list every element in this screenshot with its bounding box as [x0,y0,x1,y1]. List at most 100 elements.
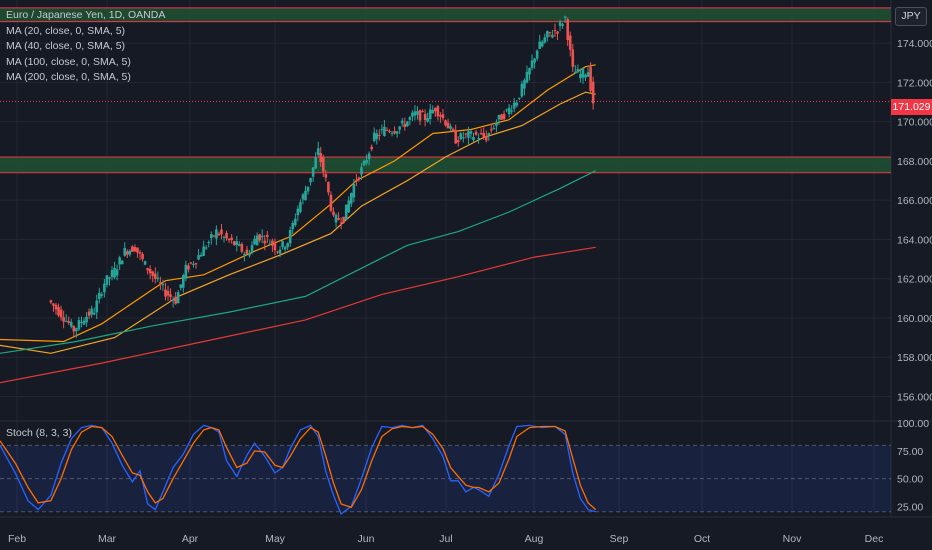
candle-body [128,250,132,255]
candle-body [479,133,483,135]
candle [574,65,577,74]
candle-body [497,114,501,120]
candle-body [393,131,396,134]
candle [393,126,396,135]
candle-body [215,229,218,239]
candle [57,303,60,318]
candle-body [57,306,60,316]
candle [253,235,256,246]
x-tick-label-10: Dec [865,533,884,545]
candle [220,223,223,240]
candle [512,97,516,113]
candle-body [413,111,417,116]
x-tick-label-3: May [265,533,286,545]
candle-body [253,238,256,245]
candle-body [288,229,292,244]
candle [324,170,328,182]
candle [490,123,493,134]
candle [497,114,501,126]
candle-body [92,312,96,315]
candle-body [383,126,386,136]
candle-body [260,235,264,238]
candle [62,310,65,329]
currency-button[interactable]: JPY [895,7,927,26]
candle-body [390,132,394,134]
y-tick-label-2: 160.000 [897,313,932,325]
candle [390,130,394,137]
candle [431,105,435,114]
candle-body [510,110,513,112]
y-tick-label-1: 158.000 [897,352,932,364]
candle-body [385,129,389,131]
candle [306,186,310,195]
candle [49,299,53,305]
candle [533,57,536,69]
candle [507,104,511,118]
candle [263,234,267,251]
candle-body [492,128,496,130]
candle [543,33,547,44]
candle [204,245,208,250]
candle [248,250,251,258]
candle-body [192,263,195,265]
candle [484,130,488,143]
candle-body [502,113,506,119]
candle-body [423,113,427,120]
x-tick-label-1: Mar [98,533,117,545]
candle [276,250,279,254]
legend-ma-20: MA (20, close, 0, SMA, 5) [6,24,126,37]
candle [283,245,287,252]
candle [464,132,468,139]
candle-body [428,109,432,120]
candle-body [204,247,208,249]
candle-body [232,241,236,245]
candle [502,110,506,121]
candle [561,22,564,29]
candle-body [538,41,541,49]
candle-body [434,108,437,112]
candle [540,40,544,48]
candle-body [197,255,200,260]
candle [92,307,96,316]
candle-body [561,24,564,26]
candle-body [316,148,320,155]
candle-body [490,129,493,131]
candle [110,266,114,281]
candle-body [309,177,312,183]
candle-body [176,292,180,304]
candle-body [520,83,524,97]
candle-body [406,121,409,127]
candle-body [100,294,104,296]
candle [77,316,81,331]
candle-body [240,243,244,252]
candle [372,127,376,143]
candle [309,177,312,186]
candle [467,126,470,145]
support-zone-1 [0,157,891,173]
candle [362,159,366,167]
candle [395,130,399,138]
candle-body [266,235,269,237]
candle-body [576,69,580,73]
candle-body [199,254,203,257]
y-tick-label-8: 172.000 [897,77,932,89]
candle-body [136,247,139,253]
candle-body [324,173,328,178]
candle [123,242,127,257]
candle-body [54,304,58,310]
candle [327,181,330,196]
candle-body [464,133,468,135]
candle-body [85,316,88,323]
candle-body [299,202,302,212]
candle-body [436,106,440,117]
stoch-line-d [0,425,597,511]
candle [360,163,363,180]
candle [230,234,233,244]
candle [255,232,259,246]
candle [199,252,203,257]
candle-body [332,211,335,216]
candle [301,192,305,205]
candle-body [441,114,445,119]
candle [375,129,379,145]
